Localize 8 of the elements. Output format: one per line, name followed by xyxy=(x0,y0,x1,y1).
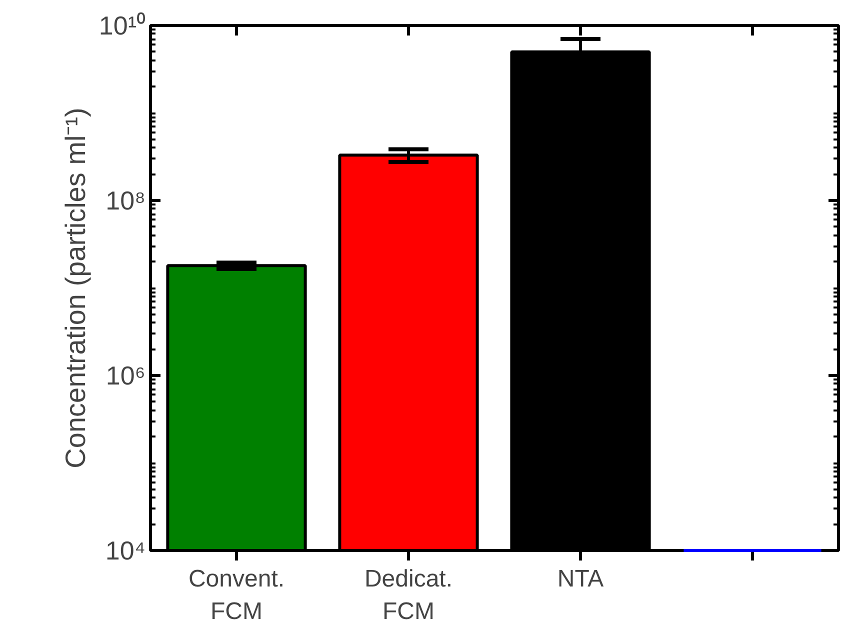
y-tick-label: 10⁸ xyxy=(106,186,146,216)
y-tick-label: 10¹⁰ xyxy=(98,10,146,40)
y-axis-title: Concentration (particles ml⁻¹) xyxy=(60,108,91,468)
y-tick-label: 10⁴ xyxy=(105,536,146,566)
y-tick-label: 10⁶ xyxy=(106,360,146,390)
x-tick-label: NTA xyxy=(557,566,604,592)
x-tick-label: Dedicat. FCM xyxy=(364,566,453,625)
x-tick-label: Convent. FCM xyxy=(188,566,285,625)
